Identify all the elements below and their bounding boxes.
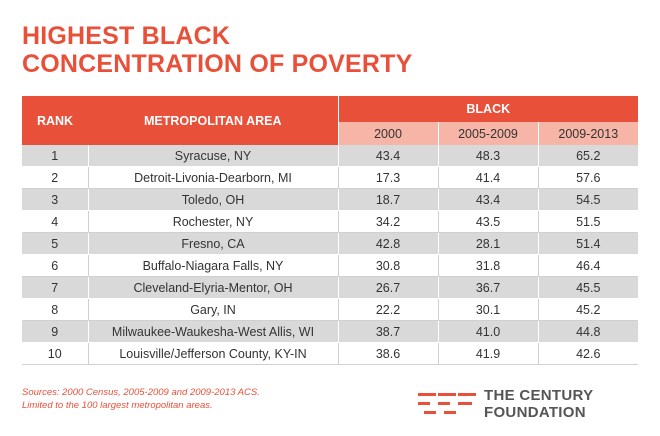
header-black-group: BLACK <box>337 96 639 122</box>
value-2000-cell: 38.7 <box>337 320 438 343</box>
value-2000-cell: 34.2 <box>337 210 438 233</box>
header-year-2009-2013: 2009-2013 <box>537 122 639 145</box>
rank-cell: 2 <box>22 166 88 189</box>
rank-cell: 5 <box>22 232 88 255</box>
table-row: 10 Louisville/Jefferson County, KY-IN 38.6… <box>22 342 639 365</box>
table-row: 2 Detroit-Livonia-Dearborn, MI 17.3 41.4 57.… <box>22 166 639 189</box>
table-row: 4 Rochester, NY 34.2 43.5 51.5 <box>22 210 639 233</box>
rank-cell: 7 <box>22 276 88 299</box>
value-2000-cell: 26.7 <box>337 276 438 299</box>
logo-line-2: FOUNDATION <box>484 404 586 421</box>
value-2009-2013-cell: 57.6 <box>537 166 639 189</box>
value-2005-2009-cell: 30.1 <box>437 298 538 321</box>
value-2005-2009-cell: 43.5 <box>437 210 538 233</box>
source-note: Sources: 2000 Census, 2005-2009 and 2009… <box>22 386 260 412</box>
table-row: 5 Fresno, CA 42.8 28.1 51.4 <box>22 232 639 255</box>
table-row: 7 Cleveland-Elyria-Mentor, OH 26.7 36.7 45.5 <box>22 276 639 299</box>
value-2009-2013-cell: 45.2 <box>537 298 639 321</box>
value-2000-cell: 18.7 <box>337 188 438 211</box>
value-2009-2013-cell: 46.4 <box>537 254 639 277</box>
value-2009-2013-cell: 54.5 <box>537 188 639 211</box>
area-cell: Syracuse, NY <box>87 145 338 167</box>
page-title: HIGHEST BLACK CONCENTRATION OF POVERTY <box>22 22 412 78</box>
value-2005-2009-cell: 43.4 <box>437 188 538 211</box>
area-cell: Milwaukee-Waukesha-West Allis, WI <box>87 320 338 343</box>
rank-cell: 10 <box>22 342 88 365</box>
value-2005-2009-cell: 41.4 <box>437 166 538 189</box>
source-line-2: Limited to the 100 largest metropolitan … <box>22 400 213 411</box>
value-2000-cell: 30.8 <box>337 254 438 277</box>
area-cell: Cleveland-Elyria-Mentor, OH <box>87 276 338 299</box>
table-row: 3 Toledo, OH 18.7 43.4 54.5 <box>22 188 639 211</box>
rank-cell: 4 <box>22 210 88 233</box>
area-cell: Fresno, CA <box>87 232 338 255</box>
header-year-2000: 2000 <box>337 122 438 145</box>
rank-cell: 6 <box>22 254 88 277</box>
value-2009-2013-cell: 45.5 <box>537 276 639 299</box>
value-2009-2013-cell: 51.5 <box>537 210 639 233</box>
source-line-1: Sources: 2000 Census, 2005-2009 and 2009… <box>22 387 260 398</box>
value-2000-cell: 22.2 <box>337 298 438 321</box>
area-cell: Toledo, OH <box>87 188 338 211</box>
value-2000-cell: 43.4 <box>337 145 438 167</box>
area-cell: Buffalo-Niagara Falls, NY <box>87 254 338 277</box>
table-row: 1 Syracuse, NY 43.4 48.3 65.2 <box>22 145 639 167</box>
rank-cell: 8 <box>22 298 88 321</box>
area-cell: Gary, IN <box>87 298 338 321</box>
table-row: 6 Buffalo-Niagara Falls, NY 30.8 31.8 46.4 <box>22 254 639 277</box>
century-foundation-logo: THE CENTURY FOUNDATION <box>418 387 618 423</box>
value-2009-2013-cell: 42.6 <box>537 342 639 365</box>
value-2005-2009-cell: 41.0 <box>437 320 538 343</box>
value-2005-2009-cell: 41.9 <box>437 342 538 365</box>
rank-cell: 9 <box>22 320 88 343</box>
value-2005-2009-cell: 48.3 <box>437 145 538 167</box>
value-2005-2009-cell: 31.8 <box>437 254 538 277</box>
area-cell: Louisville/Jefferson County, KY-IN <box>87 342 338 365</box>
poverty-table: RANK METROPOLITAN AREA BLACK 2000 2005-2… <box>22 96 639 365</box>
value-2005-2009-cell: 36.7 <box>437 276 538 299</box>
header-metropolitan-area: METROPOLITAN AREA <box>88 96 338 145</box>
area-cell: Rochester, NY <box>87 210 338 233</box>
tcf-stripes-logo-icon <box>418 393 476 414</box>
value-2000-cell: 38.6 <box>337 342 438 365</box>
logo-wordmark: THE CENTURY FOUNDATION <box>484 387 593 421</box>
header-rank: RANK <box>22 96 88 145</box>
logo-line-1: THE CENTURY <box>484 387 594 404</box>
value-2000-cell: 42.8 <box>337 232 438 255</box>
value-2009-2013-cell: 51.4 <box>537 232 639 255</box>
value-2009-2013-cell: 65.2 <box>537 145 639 167</box>
rank-cell: 3 <box>22 188 88 211</box>
area-cell: Detroit-Livonia-Dearborn, MI <box>87 166 338 189</box>
title-line-1: HIGHEST BLACK <box>22 22 231 50</box>
value-2005-2009-cell: 28.1 <box>437 232 538 255</box>
value-2009-2013-cell: 44.8 <box>537 320 639 343</box>
title-line-2: CONCENTRATION OF POVERTY <box>22 50 413 78</box>
rank-cell: 1 <box>22 145 88 167</box>
table-body: 1 Syracuse, NY 43.4 48.3 65.2 2 Detroit-Livoni… <box>22 145 639 365</box>
table-row: 8 Gary, IN 22.2 30.1 45.2 <box>22 298 639 321</box>
table-row: 9 Milwaukee-Waukesha-West Allis, WI 38.7 41… <box>22 320 639 343</box>
value-2000-cell: 17.3 <box>337 166 438 189</box>
header-year-2005-2009: 2005-2009 <box>437 122 538 145</box>
